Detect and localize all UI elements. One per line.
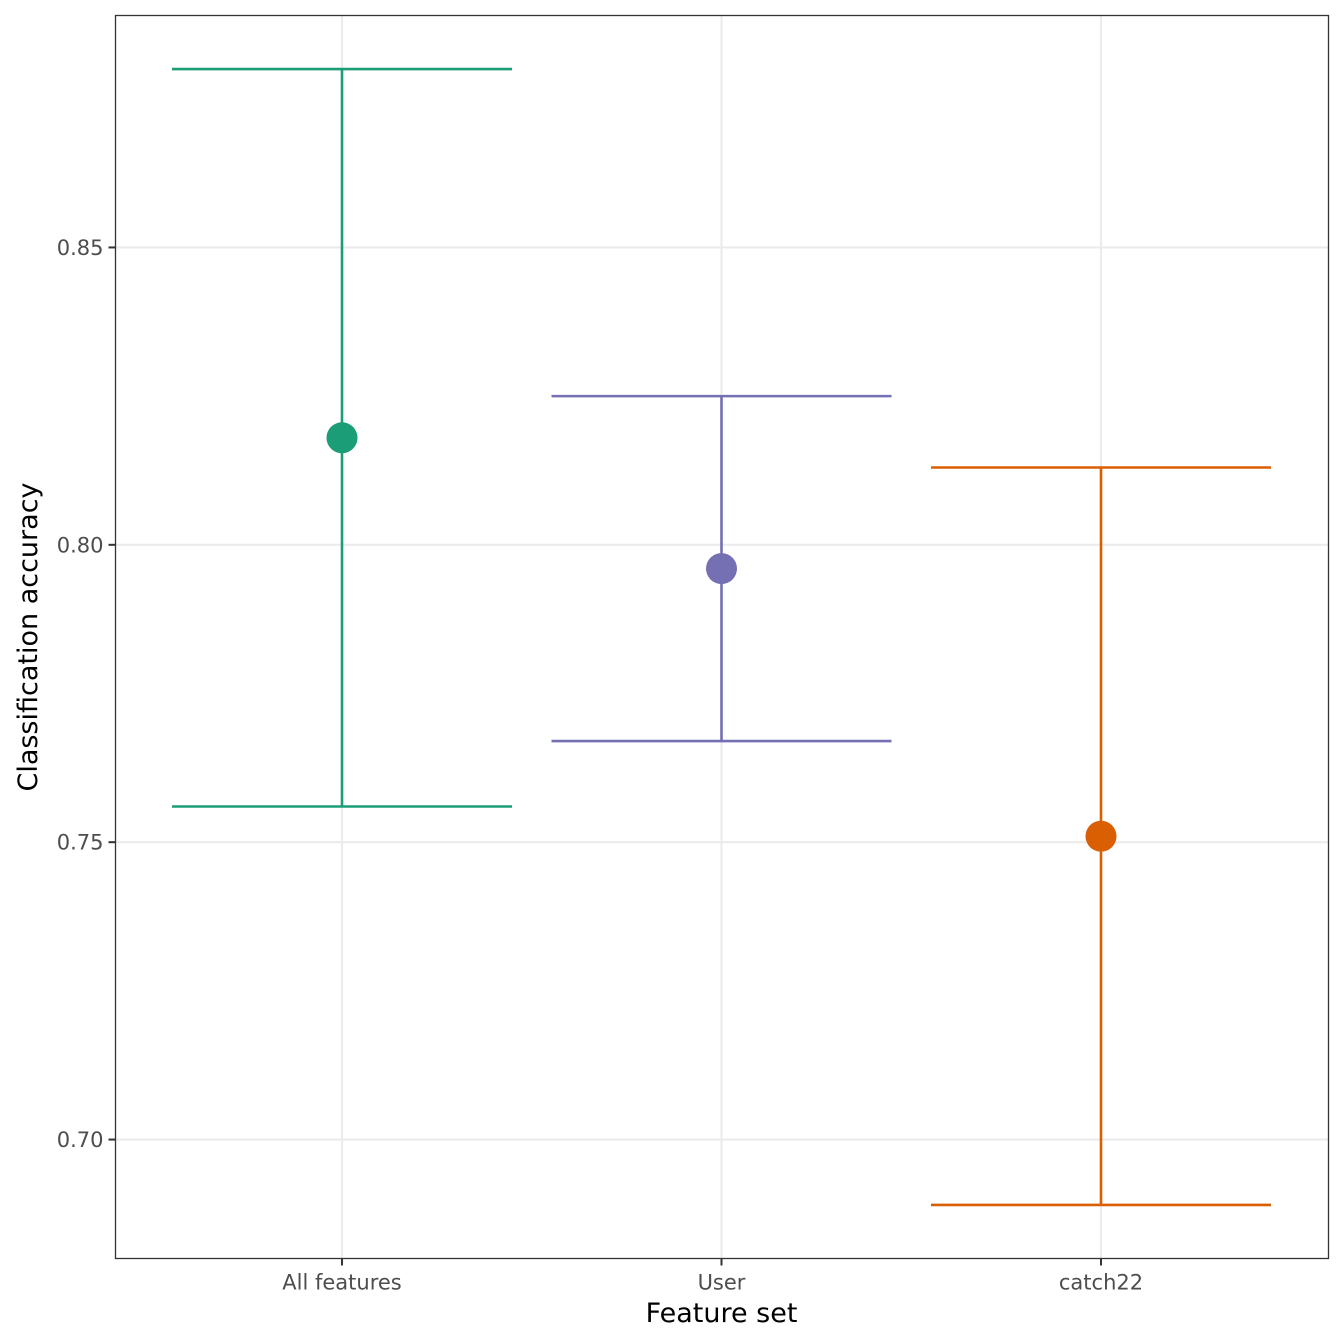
mean-point [326, 422, 358, 454]
error-bar-group [551, 394, 892, 743]
y-tick-label: 0.80 [57, 533, 104, 557]
y-tick-label: 0.75 [57, 831, 104, 855]
y-axis-title: Classification accuracy [13, 482, 44, 791]
x-tick-label: All features [282, 1271, 401, 1295]
y-tick-label: 0.70 [57, 1128, 104, 1152]
x-tick-label: User [698, 1271, 746, 1295]
y-tick-label: 0.85 [57, 236, 104, 260]
error-bar-group [172, 67, 512, 808]
x-tick-label: catch22 [1059, 1271, 1143, 1295]
error-bar-group [931, 466, 1271, 1207]
mean-point [706, 553, 737, 585]
x-axis-title: Feature set [646, 1298, 798, 1329]
mean-point [1085, 820, 1117, 852]
chart-marks [172, 67, 1271, 1207]
axes: 0.70 0.75 0.80 0.85 All features User catch22 [57, 236, 1143, 1295]
